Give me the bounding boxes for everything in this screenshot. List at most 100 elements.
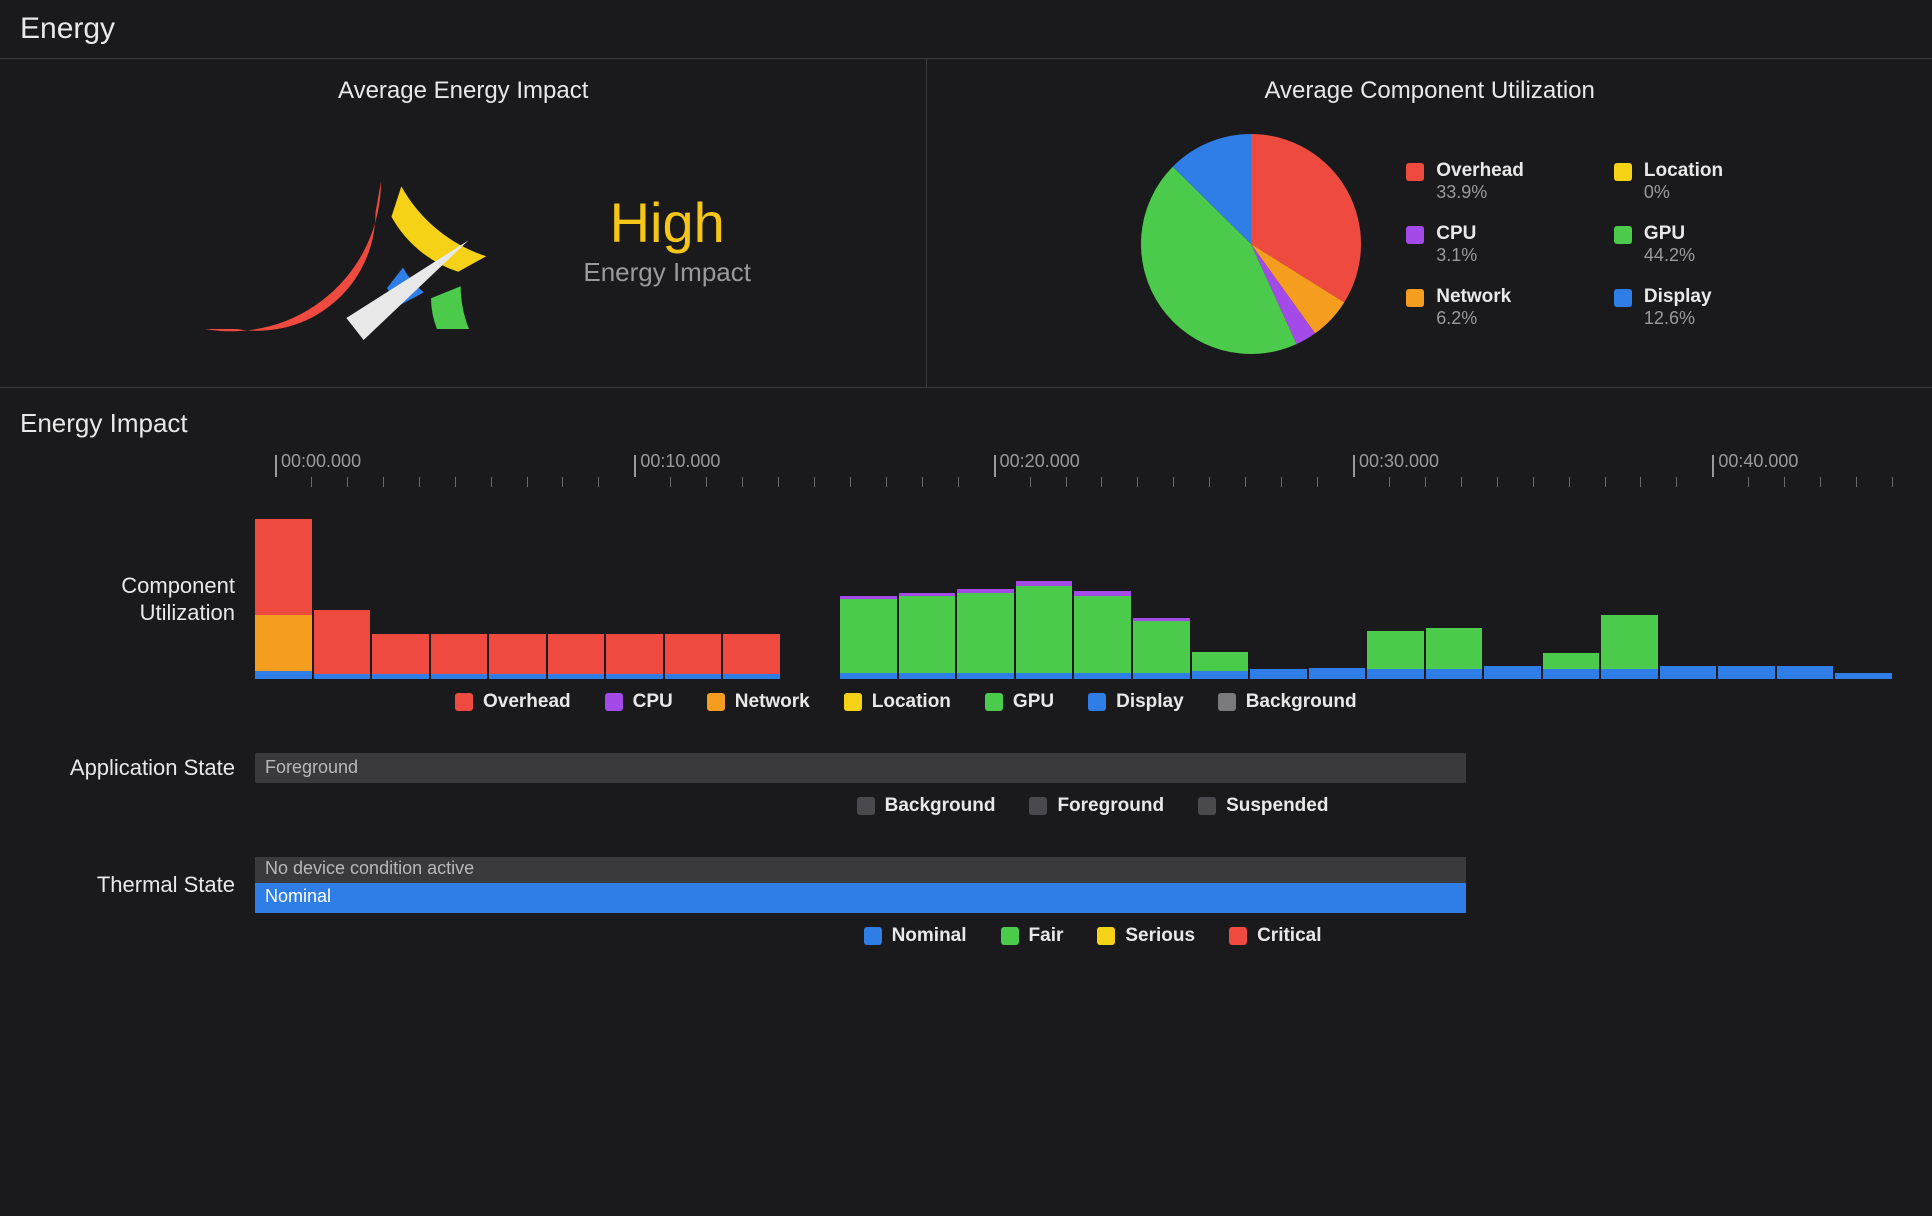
stacked-bar[interactable] xyxy=(1426,519,1483,679)
component-stacked-bars[interactable] xyxy=(255,519,1892,679)
tick-minor xyxy=(598,477,599,487)
bar-seg-gpu xyxy=(957,593,1014,673)
tick-minor xyxy=(1030,477,1031,487)
stacked-bar[interactable] xyxy=(665,519,722,679)
legend-item: Location xyxy=(844,691,951,713)
bar-seg-gpu xyxy=(1543,653,1600,669)
bar-seg-display xyxy=(255,671,312,679)
thermal-stack[interactable]: No device condition active Nominal xyxy=(255,857,1466,913)
tick-minor xyxy=(1281,477,1282,487)
legend-swatch xyxy=(1229,927,1247,945)
stacked-bar[interactable] xyxy=(314,519,371,679)
bar-seg-display xyxy=(1192,671,1249,679)
stacked-bar[interactable] xyxy=(1192,519,1249,679)
legend-label: Location xyxy=(872,691,951,713)
stacked-bar[interactable] xyxy=(1601,519,1658,679)
bar-seg-gpu xyxy=(1601,615,1658,669)
tick-minor xyxy=(1066,477,1067,487)
tick-minor xyxy=(1137,477,1138,487)
stacked-bar[interactable] xyxy=(548,519,605,679)
stacked-bar[interactable] xyxy=(1016,519,1073,679)
bar-seg-display xyxy=(1718,666,1775,679)
tick-label: 00:00.000 xyxy=(281,451,361,472)
bar-seg-display xyxy=(1426,669,1483,679)
bar-seg-display xyxy=(723,674,780,679)
bar-seg-display xyxy=(1250,669,1307,679)
stacked-bar[interactable] xyxy=(1250,519,1307,679)
stacked-bar[interactable] xyxy=(1660,519,1717,679)
stacked-bar[interactable] xyxy=(1777,519,1834,679)
legend-swatch xyxy=(857,797,875,815)
tick-major xyxy=(1353,455,1355,477)
bar-seg-overhead xyxy=(255,519,312,615)
tick-minor xyxy=(1856,477,1857,487)
legend-value: 12.6% xyxy=(1644,308,1712,329)
stacked-bar[interactable] xyxy=(1133,519,1190,679)
legend-label: Background xyxy=(1246,691,1357,713)
tick-minor xyxy=(1605,477,1606,487)
legend-item: Serious xyxy=(1097,925,1195,947)
bar-seg-overhead xyxy=(431,634,488,674)
legend-swatch xyxy=(1406,289,1424,307)
tick-label: 00:10.000 xyxy=(640,451,720,472)
legend-swatch xyxy=(844,693,862,711)
tick-minor xyxy=(1640,477,1641,487)
stacked-bar[interactable] xyxy=(723,519,780,679)
stacked-bar[interactable] xyxy=(840,519,897,679)
tick-minor xyxy=(491,477,492,487)
tick-minor xyxy=(958,477,959,487)
tick-minor xyxy=(1569,477,1570,487)
tick-minor xyxy=(383,477,384,487)
bar-seg-display xyxy=(1484,666,1541,679)
legend-item: Overhead xyxy=(455,691,571,713)
tick-minor xyxy=(922,477,923,487)
stacked-bar[interactable] xyxy=(606,519,663,679)
stacked-bar[interactable] xyxy=(1835,519,1892,679)
tick-minor xyxy=(886,477,887,487)
app-state-legend: BackgroundForegroundSuspended xyxy=(275,795,1910,817)
tick-major xyxy=(1712,455,1714,477)
timeline-title: Energy Impact xyxy=(20,408,1912,439)
stacked-bar[interactable] xyxy=(431,519,488,679)
bar-seg-overhead xyxy=(489,634,546,674)
stacked-bar[interactable] xyxy=(1367,519,1424,679)
tick-minor xyxy=(706,477,707,487)
bar-seg-display xyxy=(1309,668,1366,679)
bar-seg-overhead xyxy=(665,634,722,674)
stacked-bar[interactable] xyxy=(899,519,956,679)
stacked-bar[interactable] xyxy=(1309,519,1366,679)
tick-minor xyxy=(1245,477,1246,487)
stacked-bar[interactable] xyxy=(1484,519,1541,679)
stacked-bar[interactable] xyxy=(782,519,839,679)
stacked-bar[interactable] xyxy=(1543,519,1600,679)
legend-swatch xyxy=(1614,226,1632,244)
stacked-bar[interactable] xyxy=(255,519,312,679)
legend-swatch xyxy=(864,927,882,945)
legend-label: Suspended xyxy=(1226,795,1328,817)
legend-label: GPU xyxy=(1013,691,1054,713)
legend-swatch xyxy=(707,693,725,711)
tick-minor xyxy=(1317,477,1318,487)
stacked-bar[interactable] xyxy=(372,519,429,679)
tick-minor xyxy=(1748,477,1749,487)
stacked-bar[interactable] xyxy=(489,519,546,679)
app-state-bar[interactable]: Foreground xyxy=(255,753,1466,783)
gauge-segment xyxy=(431,286,469,329)
tick-label: 00:20.000 xyxy=(1000,451,1080,472)
bar-seg-display xyxy=(1543,669,1600,679)
tick-minor xyxy=(1173,477,1174,487)
tick-minor xyxy=(311,477,312,487)
legend-item: Display xyxy=(1088,691,1184,713)
thermal-condition: No device condition active xyxy=(255,857,1466,883)
summary-row: Average Energy Impact High Energy Impact… xyxy=(0,59,1932,388)
legend-swatch xyxy=(1218,693,1236,711)
bar-seg-display xyxy=(1835,673,1892,679)
legend-name: Network xyxy=(1436,286,1511,308)
stacked-bar[interactable] xyxy=(1074,519,1131,679)
timeline-ruler[interactable]: 00:00.00000:10.00000:20.00000:30.00000:4… xyxy=(275,451,1892,495)
bar-seg-display xyxy=(1133,673,1190,679)
stacked-bar[interactable] xyxy=(1718,519,1775,679)
thermal-label: Thermal State xyxy=(20,871,255,899)
stacked-bar[interactable] xyxy=(957,519,1014,679)
bar-seg-overhead xyxy=(314,610,371,674)
